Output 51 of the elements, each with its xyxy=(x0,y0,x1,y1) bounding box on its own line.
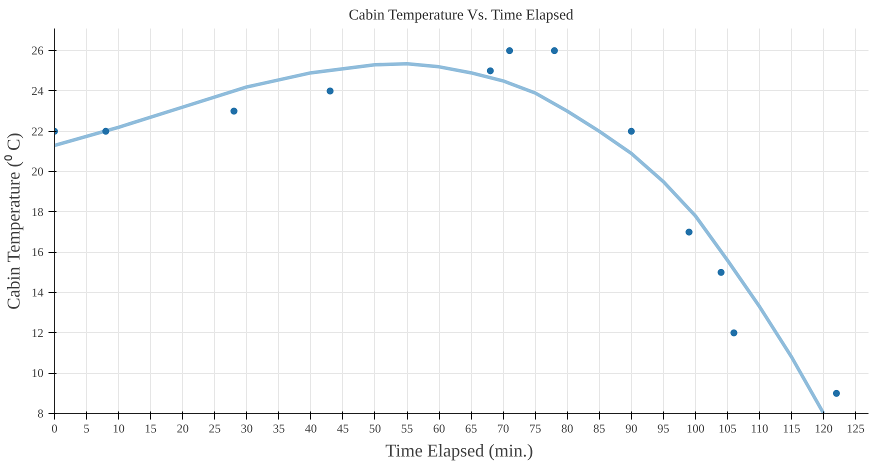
y-tick-label: 14 xyxy=(32,286,44,300)
x-tick-label: 70 xyxy=(497,422,510,436)
y-tick-label: 20 xyxy=(32,164,44,179)
x-tick-label: 80 xyxy=(561,422,574,436)
x-tick-label: 105 xyxy=(718,422,736,436)
x-tick-label: 60 xyxy=(433,422,446,436)
x-tick-label: 10 xyxy=(112,422,125,436)
y-tick-label: 26 xyxy=(32,44,44,58)
y-axis-title: Cabin Temperature (⁰ C) xyxy=(4,132,24,310)
x-tick-label: 110 xyxy=(750,422,768,436)
y-tick-label: 12 xyxy=(32,326,44,340)
chart-title: Cabin Temperature Vs. Time Elapsed xyxy=(348,8,574,24)
x-tick-label: 75 xyxy=(529,422,542,436)
x-tick-label: 65 xyxy=(465,422,478,436)
point xyxy=(718,268,725,276)
x-tick-label: 40 xyxy=(304,422,317,436)
x-tick-label: 100 xyxy=(686,422,704,436)
point xyxy=(506,47,514,54)
x-tick-label: 30 xyxy=(240,422,253,436)
x-tick-label: 55 xyxy=(401,422,414,436)
point xyxy=(486,67,494,74)
point xyxy=(730,329,738,336)
y-tick-label: 18 xyxy=(32,204,44,219)
y-tick-label: 22 xyxy=(32,124,44,138)
point xyxy=(102,128,110,135)
x-tick-label: 90 xyxy=(625,422,638,436)
point xyxy=(686,228,693,236)
y-tick-label: 16 xyxy=(32,245,44,260)
point xyxy=(326,87,334,94)
x-tick-label: 95 xyxy=(657,422,670,436)
x-tick-label: 15 xyxy=(144,422,157,436)
y-tick-label: 8 xyxy=(38,406,44,420)
point xyxy=(832,390,840,397)
x-tick-label: 120 xyxy=(814,422,833,436)
point xyxy=(550,47,558,54)
x-tick-label: 125 xyxy=(846,422,865,436)
line-series xyxy=(54,62,826,414)
x-tick-label: 115 xyxy=(782,422,800,436)
x-tick-label: 0 xyxy=(52,422,58,436)
y-tick-label: 24 xyxy=(32,84,44,98)
x-tick-label: 5 xyxy=(84,422,90,436)
x-tick-label: 25 xyxy=(208,422,221,436)
x-tick-label: 45 xyxy=(336,422,349,436)
x-tick-label: 50 xyxy=(368,422,381,436)
point xyxy=(628,128,635,135)
x-tick-label: 20 xyxy=(176,422,189,436)
x-tick-label: 85 xyxy=(593,422,606,436)
x-tick-label: 35 xyxy=(272,422,285,436)
y-tick-label: 10 xyxy=(32,366,44,380)
x-axis-title: Time Elapsed (min.) xyxy=(385,440,534,460)
point xyxy=(230,108,238,115)
